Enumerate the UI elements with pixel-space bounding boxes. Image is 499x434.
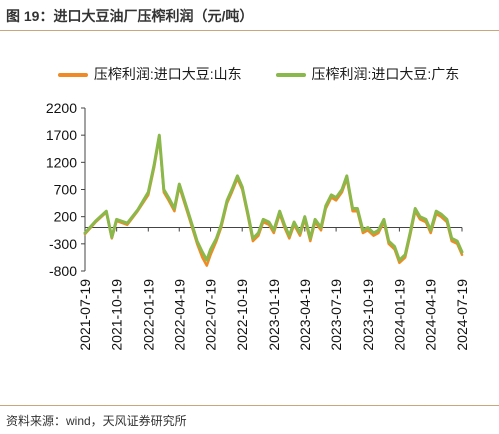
x-tick-label: 2024-01-19	[391, 279, 407, 351]
footer-divider	[0, 405, 499, 406]
x-tick-label: 2021-07-19	[77, 279, 93, 351]
source-note: 资料来源：wind，天风证券研究所	[6, 414, 187, 428]
legend-item-guangdong: 压榨利润:进口大豆:广东	[275, 64, 460, 84]
chart-title: 图 19：进口大豆油厂压榨利润（元/吨）	[6, 8, 254, 24]
legend-item-shandong: 压榨利润:进口大豆:山东	[58, 64, 242, 84]
y-tick-label: 2200	[46, 100, 77, 116]
y-tick-label: -300	[49, 236, 77, 252]
x-tick-label: 2022-01-19	[140, 279, 156, 351]
y-tick-label: 200	[54, 209, 78, 225]
x-tick-label: 2021-10-19	[109, 279, 125, 351]
title-bar: 图 19：进口大豆油厂压榨利润（元/吨）	[0, 0, 499, 31]
x-tick-label: 2023-04-19	[297, 279, 313, 351]
legend-label-guangdong: 压榨利润:进口大豆:广东	[311, 66, 460, 82]
x-tick-label: 2022-10-19	[234, 279, 250, 351]
series-line-guangdong	[83, 133, 464, 262]
x-tick-label: 2024-04-19	[423, 279, 439, 351]
x-tick-label: 2023-01-19	[266, 279, 282, 351]
y-tick-label: -800	[49, 263, 77, 279]
y-tick-label: 700	[54, 182, 78, 198]
legend: 压榨利润:进口大豆:山东 压榨利润:进口大豆:广东	[58, 64, 489, 84]
x-tick-label: 2022-07-19	[203, 279, 219, 351]
y-tick-label: 1200	[46, 154, 77, 170]
line-chart: -800 -300 200 700 1200 1700 2200 2021-07-19 2021…	[46, 100, 470, 351]
legend-swatch-guangdong	[275, 73, 306, 78]
x-tick-label: 2022-04-19	[171, 279, 187, 351]
x-tick-label: 2024-07-19	[454, 279, 470, 351]
legend-label-shandong: 压榨利润:进口大豆:山东	[93, 66, 242, 82]
y-tick-label: 1700	[46, 127, 77, 143]
x-tick-label: 2023-10-19	[360, 279, 376, 351]
x-tick-label: 2023-07-19	[328, 279, 344, 351]
legend-swatch-shandong	[58, 73, 88, 78]
